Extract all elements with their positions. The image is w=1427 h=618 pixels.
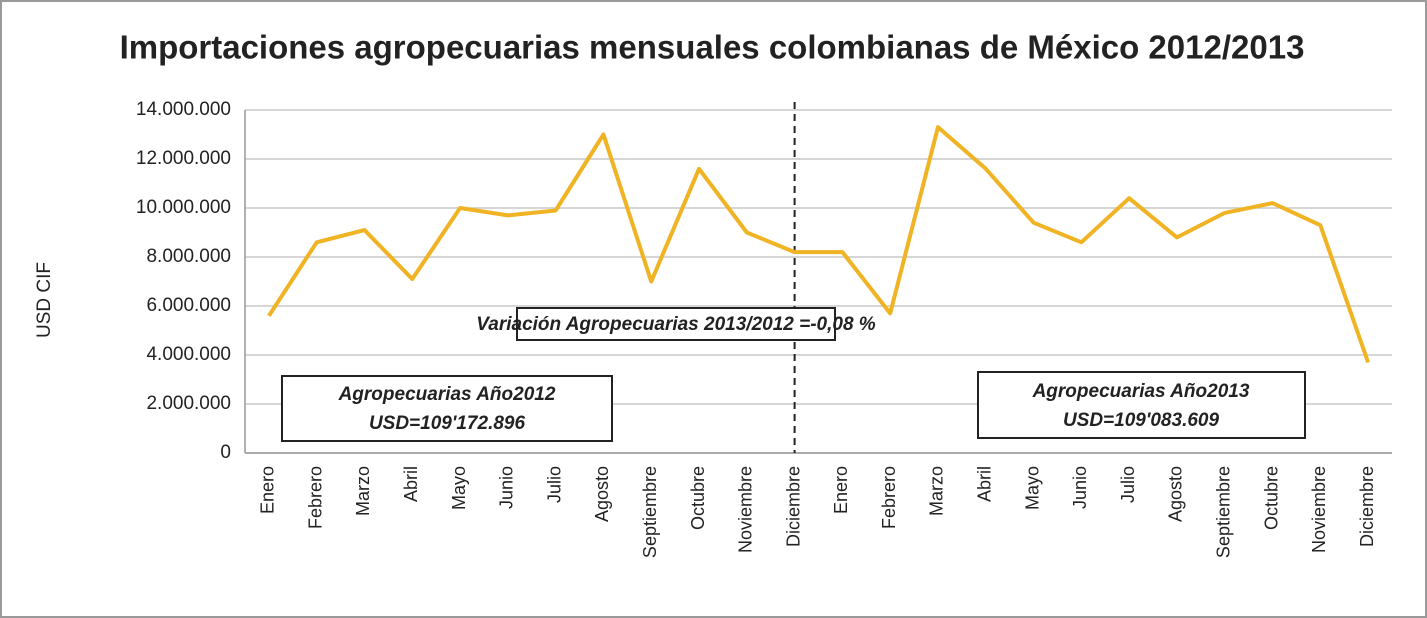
x-tick-label: Junio: [497, 466, 517, 509]
y-tick-label: 0: [220, 442, 231, 463]
x-tick-label: Abril: [401, 466, 421, 502]
x-tick-label: Octubre: [1261, 466, 1281, 530]
y-tick-label: 10.000.000: [136, 197, 231, 218]
x-tick-label: Mayo: [449, 466, 469, 510]
x-tick-label: Febrero: [305, 466, 325, 529]
x-tick-label: Diciembre: [783, 466, 803, 547]
y-tick-label: 6.000.000: [146, 295, 231, 316]
x-tick-label: Julio: [1118, 466, 1138, 503]
x-tick-label: Noviembre: [736, 466, 756, 553]
y-axis-title: USD CIF: [34, 262, 55, 338]
annotation: USD=109'083.609: [1063, 410, 1220, 431]
x-tick-label: Febrero: [879, 466, 899, 529]
annotation: Variación Agropecuarias 2013/2012 =-0,08…: [476, 314, 876, 335]
x-tick-label: Abril: [975, 466, 995, 502]
x-tick-label: Enero: [831, 466, 851, 514]
annotation: Agropecuarias Año2013: [1032, 381, 1250, 402]
annotation: Agropecuarias Año2012: [338, 384, 556, 405]
y-tick-label: 2.000.000: [146, 393, 231, 414]
x-tick-label: Junio: [1070, 466, 1090, 509]
y-tick-label: 8.000.000: [146, 246, 231, 267]
y-tick-label: 12.000.000: [136, 148, 231, 169]
annotation: USD=109'172.896: [369, 413, 526, 434]
y-tick-label: 4.000.000: [146, 344, 231, 365]
x-tick-label: Enero: [258, 466, 278, 514]
annotation-box: [516, 307, 836, 341]
x-tick-label: Noviembre: [1309, 466, 1329, 553]
x-tick-label: Septiembre: [640, 466, 660, 558]
x-tick-label: Septiembre: [1213, 466, 1233, 558]
x-tick-label: Octubre: [688, 466, 708, 530]
chart-title: Importaciones agropecuarias mensuales co…: [120, 29, 1305, 66]
y-tick-label: 14.000.000: [136, 99, 231, 120]
x-tick-label: Marzo: [927, 466, 947, 516]
x-tick-label: Julio: [544, 466, 564, 503]
annotation-box: [977, 371, 1306, 439]
annotation-box: [281, 375, 613, 442]
x-tick-label: Diciembre: [1357, 466, 1377, 547]
x-tick-label: Mayo: [1022, 466, 1042, 510]
x-tick-label: Agosto: [592, 466, 612, 522]
x-tick-label: Marzo: [353, 466, 373, 516]
x-tick-label: Agosto: [1166, 466, 1186, 522]
data-line: [267, 125, 1370, 364]
